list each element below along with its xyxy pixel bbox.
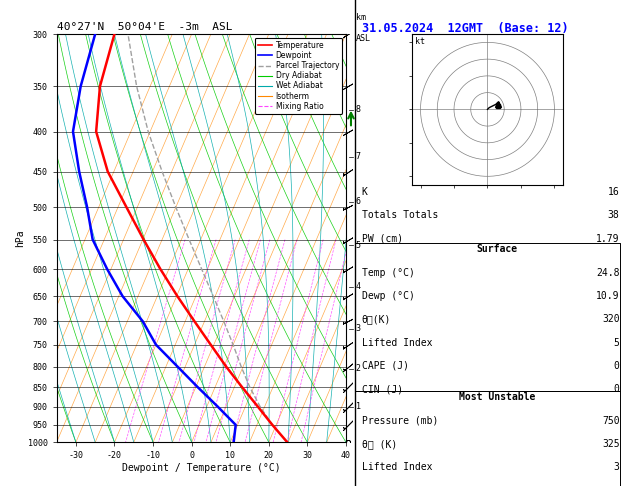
Text: 40°27'N  50°04'E  -3m  ASL: 40°27'N 50°04'E -3m ASL	[57, 22, 232, 32]
Text: Surface: Surface	[476, 244, 518, 254]
Text: ASL: ASL	[356, 34, 370, 43]
X-axis label: Dewpoint / Temperature (°C): Dewpoint / Temperature (°C)	[122, 463, 281, 473]
Text: 6: 6	[214, 442, 218, 447]
Text: 0: 0	[614, 384, 620, 394]
Text: 16: 16	[270, 442, 277, 447]
Text: 8: 8	[356, 105, 360, 114]
Text: 25: 25	[298, 442, 304, 447]
Text: 3: 3	[356, 324, 360, 333]
Text: 20: 20	[284, 442, 290, 447]
Text: 8: 8	[231, 442, 234, 447]
Text: Totals Totals: Totals Totals	[362, 210, 438, 221]
Text: km: km	[356, 13, 365, 22]
Text: kt: kt	[416, 37, 425, 46]
Text: 1.79: 1.79	[596, 234, 620, 244]
Text: 24.8: 24.8	[596, 268, 620, 278]
Text: CAPE (J): CAPE (J)	[362, 361, 409, 371]
Text: θᴇ(K): θᴇ(K)	[362, 314, 391, 324]
Text: θᴇ (K): θᴇ (K)	[362, 439, 397, 449]
Text: 750: 750	[602, 416, 620, 426]
Text: 4: 4	[192, 442, 196, 447]
Text: PW (cm): PW (cm)	[362, 234, 403, 244]
Text: 10: 10	[242, 442, 248, 447]
Text: Lifted Index: Lifted Index	[362, 462, 432, 472]
Text: 325: 325	[602, 439, 620, 449]
Legend: Temperature, Dewpoint, Parcel Trajectory, Dry Adiabat, Wet Adiabat, Isotherm, Mi: Temperature, Dewpoint, Parcel Trajectory…	[255, 38, 342, 114]
Text: 38: 38	[608, 210, 620, 221]
Y-axis label: hPa: hPa	[15, 229, 25, 247]
Text: Dewp (°C): Dewp (°C)	[362, 291, 415, 301]
Text: 31.05.2024  12GMT  (Base: 12): 31.05.2024 12GMT (Base: 12)	[362, 22, 568, 35]
Text: Lifted Index: Lifted Index	[362, 338, 432, 347]
Text: 0: 0	[614, 361, 620, 371]
Text: 5: 5	[204, 442, 208, 447]
Text: 2: 2	[157, 442, 160, 447]
Text: 16: 16	[608, 187, 620, 197]
Text: 1: 1	[356, 402, 360, 411]
Text: 2: 2	[356, 364, 360, 373]
Text: CIN (J): CIN (J)	[362, 384, 403, 394]
Text: 5: 5	[356, 241, 360, 249]
Text: 4: 4	[356, 282, 360, 291]
Text: Pressure (mb): Pressure (mb)	[362, 416, 438, 426]
Text: 3: 3	[614, 462, 620, 472]
Text: 10.9: 10.9	[596, 291, 620, 301]
Text: 5: 5	[614, 338, 620, 347]
Text: 6: 6	[356, 197, 360, 206]
Text: 7: 7	[356, 153, 360, 161]
Text: 320: 320	[602, 314, 620, 324]
Text: K: K	[362, 187, 367, 197]
Text: Temp (°C): Temp (°C)	[362, 268, 415, 278]
Text: 3: 3	[177, 442, 181, 447]
Text: Most Unstable: Most Unstable	[459, 392, 535, 402]
Text: 1: 1	[124, 442, 127, 447]
